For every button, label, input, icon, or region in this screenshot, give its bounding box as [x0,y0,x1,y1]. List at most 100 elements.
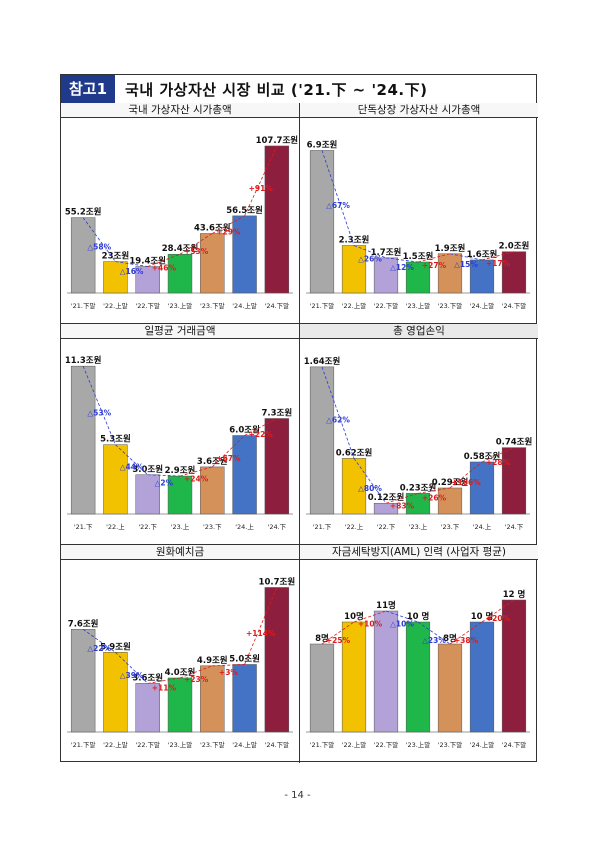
x-tick-label: '24.下말 [502,741,527,749]
change-label: +28% [486,458,511,467]
x-tick-label: '22.上말 [342,740,367,749]
bar-value-label: 1.6조원 [467,249,498,260]
x-tick-label: '24.上 [235,522,254,531]
chart-title: 총 영업손익 [300,324,538,339]
chart-title: 단독상장 가상자산 시가총액 [300,103,538,118]
bar [405,493,431,515]
bar-value-label: 0.23조원 [400,482,437,493]
bar-value-label: 12 명 [503,589,526,600]
change-label: △80% [358,484,382,493]
x-tick-label: '21.下말 [71,302,96,310]
x-tick-label: '23.上말 [406,740,431,749]
trend-segment [417,487,451,494]
trend-segment [147,677,181,684]
bar [501,447,527,515]
change-label: △44% [120,463,144,472]
chart-krw-deposits: 7.6조원 '21.下말 5.9조원 '22.上말 3.6조원 '22.下말 4.0조원 '2… [67,576,296,749]
x-tick-label: '21.下말 [310,741,335,749]
trend-segment [481,251,515,261]
bar-value-label: 11.3조원 [65,355,102,366]
trend-segment [385,610,419,623]
chart-solo-listed-cap: 6.9조원 '21.下말 2.3조원 '22.上말 1.7조원 '22.下말 1.5조원 '2… [306,139,530,310]
trend-segment [147,253,181,267]
bar [501,599,527,733]
change-label: +17% [486,259,511,268]
bar-value-label: 1.9조원 [435,243,466,254]
panel-daily-volume: 일평균 거래금액 11.3조원 '21.下 5.3조원 '22.上 3.0조원 '22.下… [61,324,299,544]
chart-title: 국내 가상자산 시가총액 [61,103,299,118]
bar [232,435,257,515]
panel-krw-deposits: 원화예치금 7.6조원 '21.下말 5.9조원 '22.上말 3.6조원 '22.下말 4… [61,545,299,763]
trend-segment [115,444,148,476]
trend-segment [179,665,213,679]
change-label: △23% [422,636,446,645]
x-tick-label: '22.下말 [135,741,160,749]
trend-segment [179,466,213,477]
x-tick-label: '23.上말 [168,740,193,749]
bar-value-label: 0.12조원 [368,492,405,503]
grid-divider-row2 [61,544,536,545]
trend-segment [179,233,213,255]
bar [70,629,96,733]
x-tick-label: '22.下 [377,523,396,531]
trend-segment [244,418,278,436]
bar [103,444,128,515]
bar-value-label: 10.7조원 [259,576,296,587]
bar-value-label: 2.0조원 [499,241,530,252]
trend-segment [212,435,245,468]
bar-value-label: 56.5조원 [226,205,263,216]
bar [373,610,399,733]
change-label: △53% [87,408,111,417]
chart-title: 자금세탁방지(AML) 인력 (사업자 평균) [300,545,538,560]
trend-segment [244,587,278,665]
x-tick-label: '21.下 [313,523,332,531]
x-tick-label: '22.上말 [342,301,367,310]
bar [309,643,335,733]
change-label: +67% [216,454,241,463]
change-label: △26% [358,255,382,264]
trend-segment [321,366,355,459]
change-label: +26% [422,494,447,503]
change-label: △15% [454,260,478,269]
change-label: +83% [390,501,415,510]
x-tick-label: '22.上 [345,522,364,531]
trend-segment [353,458,387,504]
bar-value-label: 8명 [443,633,457,644]
bar [70,217,96,294]
change-label: +106% [451,478,481,487]
bar-value-label: 3.6조원 [197,456,228,467]
trend-segment [321,621,355,645]
x-tick-label: '24.上말 [232,740,257,749]
bar [309,366,335,515]
reference-badge: 참고1 [61,75,116,103]
bar [135,474,160,515]
trend-segment [115,652,148,684]
change-label: △62% [326,416,350,425]
bar [103,652,128,733]
change-label: +22% [249,430,274,439]
panel-aml-staff: 자금세탁방지(AML) 인력 (사업자 평균) 8명 '21.下말 10명 '22.上… [300,545,538,763]
trend-segment [417,253,451,263]
bar-value-label: 7.3조원 [262,407,293,418]
bar-value-label: 2.3조원 [339,234,370,245]
change-label: +23% [184,675,209,684]
chart-title: 원화예치금 [61,545,299,560]
bar-value-label: 107.7조원 [256,135,299,146]
bar-value-label: 1.64조원 [304,356,341,367]
x-tick-label: '23.上말 [168,301,193,310]
x-tick-label: '23.下 [203,523,222,531]
panel-operating-profit: 총 영업손익 1.64조원 '21.下 0.62조원 '22.上 0.12조원 '22.下… [300,324,538,544]
change-label: △58% [87,243,111,252]
x-tick-label: '24.下 [268,523,287,531]
bar-value-label: 0.29조원 [432,477,469,488]
x-tick-label: '22.下말 [374,302,399,310]
x-tick-label: '24.上말 [470,301,495,310]
chart-operating-profit: 1.64조원 '21.下 0.62조원 '22.上 0.12조원 '22.下 0.23조원 '… [304,356,533,531]
x-tick-label: '22.上말 [103,740,128,749]
x-tick-label: '21.下말 [71,741,96,749]
trend-segment [449,621,483,645]
bar [469,461,495,515]
change-label: +114% [246,629,276,638]
bar-value-label: 11명 [376,600,396,611]
bar-value-label: 8명 [315,633,329,644]
